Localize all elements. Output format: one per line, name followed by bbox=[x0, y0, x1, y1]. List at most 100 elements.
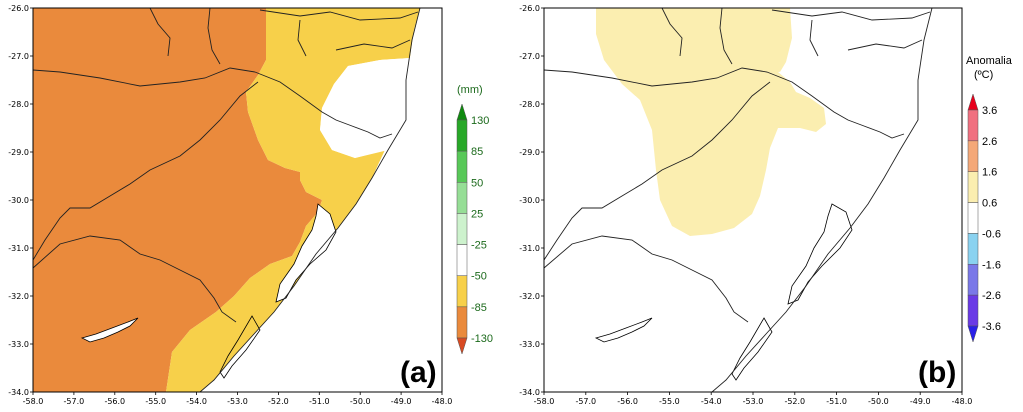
y-tick-label: -28.0 bbox=[8, 100, 29, 109]
x-tick-label: -53.0 bbox=[743, 397, 764, 406]
x-tick-label: -51.0 bbox=[826, 397, 847, 406]
colorbar-top-triangle bbox=[967, 93, 979, 111]
colorbar-bottom-triangle bbox=[967, 325, 979, 343]
y-tick-label: -29.0 bbox=[8, 148, 29, 157]
colorbar-swatch bbox=[967, 140, 979, 172]
colorbar-swatch bbox=[456, 244, 468, 276]
panel-b-label: (b) bbox=[918, 356, 956, 389]
x-tick-label: -52.0 bbox=[268, 397, 289, 406]
colorbar-swatch bbox=[967, 171, 979, 203]
colorbar-swatch bbox=[456, 150, 468, 183]
panel-b-colorbar-unit: (ºC) bbox=[974, 69, 993, 81]
panel-a-x-axis: -58.0 -57.0 -56.0 -55.0 -54.0 -53.0 -52.0 -51.0… bbox=[23, 392, 453, 406]
y-tick-label: -26.0 bbox=[8, 4, 29, 13]
y-tick-label: -27.0 bbox=[8, 52, 29, 61]
y-tick-label: -30.0 bbox=[8, 196, 29, 205]
y-tick-label: -32.0 bbox=[8, 292, 29, 301]
panel-b-lagoon bbox=[787, 203, 853, 305]
colorbar-level-label: 130 bbox=[471, 115, 489, 127]
colorbar-bottom-triangle bbox=[456, 337, 468, 355]
y-tick-label: -27.0 bbox=[519, 52, 540, 61]
panel-b-borders bbox=[544, 8, 933, 392]
panel-a-label: (a) bbox=[400, 356, 437, 389]
y-tick-label: -32.0 bbox=[519, 292, 540, 301]
colorbar-level-label: -85 bbox=[471, 302, 487, 314]
panel-a-orange-region bbox=[33, 8, 322, 392]
x-tick-label: -56.0 bbox=[617, 397, 638, 406]
y-tick-label: -26.0 bbox=[519, 4, 540, 13]
x-tick-label: -57.0 bbox=[575, 397, 596, 406]
y-tick-label: -30.0 bbox=[519, 196, 540, 205]
panel-b-y-axis: -26.0 -27.0 -28.0 -29.0 -30.0 -31.0 -32.0 -33.0… bbox=[519, 4, 544, 397]
colorbar-level-label: 0.6 bbox=[982, 198, 997, 210]
colorbar-level-label: -3.6 bbox=[982, 321, 1001, 333]
x-tick-label: -51.0 bbox=[309, 397, 330, 406]
panel-b-x-axis: -58.0 -57.0 -56.0 -55.0 -54.0 -53.0 -52.0 -51.0… bbox=[534, 392, 973, 406]
colorbar-level-label: 3.6 bbox=[982, 105, 997, 117]
colorbar-level-label: -130 bbox=[471, 333, 493, 345]
x-tick-label: -50.0 bbox=[868, 397, 889, 406]
colorbar-swatch bbox=[967, 294, 979, 327]
colorbar-swatch bbox=[967, 202, 979, 234]
panel-b-anomaly-region bbox=[596, 8, 826, 236]
colorbar-swatch bbox=[456, 119, 468, 152]
colorbar-level-label: 50 bbox=[471, 177, 483, 189]
y-tick-label: -33.0 bbox=[8, 340, 29, 349]
x-tick-label: -52.0 bbox=[784, 397, 805, 406]
colorbar-level-label: -2.6 bbox=[982, 290, 1001, 302]
x-tick-label: -48.0 bbox=[952, 397, 973, 406]
colorbar-level-label: -25 bbox=[471, 240, 487, 252]
panel-a-borders bbox=[33, 8, 421, 392]
colorbar-swatch bbox=[456, 275, 468, 308]
x-tick-label: -49.0 bbox=[910, 397, 931, 406]
colorbar-top-triangle bbox=[456, 103, 468, 121]
panel-a-lagoon-mirim bbox=[219, 315, 261, 379]
x-tick-label: -55.0 bbox=[145, 397, 166, 406]
colorbar-swatch bbox=[456, 182, 468, 214]
x-tick-label: -48.0 bbox=[432, 397, 453, 406]
y-tick-label: -34.0 bbox=[519, 388, 540, 397]
x-tick-label: -58.0 bbox=[23, 397, 44, 406]
panel-a-y-axis: -26.0 -27.0 -28.0 -29.0 -30.0 -31.0 -32.0 -33.0… bbox=[8, 4, 33, 397]
y-tick-label: -29.0 bbox=[519, 148, 540, 157]
y-tick-label: -34.0 bbox=[8, 388, 29, 397]
colorbar-swatch bbox=[967, 109, 979, 142]
panel-a-map: (a) bbox=[32, 7, 443, 393]
colorbar-level-label: 25 bbox=[471, 208, 483, 220]
colorbar-swatch bbox=[456, 306, 468, 339]
panel-b-lake bbox=[594, 317, 653, 343]
y-tick-label: -31.0 bbox=[519, 244, 540, 253]
colorbar-level-label: 85 bbox=[471, 146, 483, 158]
x-tick-label: -58.0 bbox=[534, 397, 555, 406]
x-tick-label: -57.0 bbox=[64, 397, 85, 406]
panel-b-white-patch bbox=[778, 70, 800, 84]
colorbar-level-label: 1.6 bbox=[982, 167, 997, 179]
x-tick-label: -54.0 bbox=[701, 397, 722, 406]
x-tick-label: -54.0 bbox=[186, 397, 207, 406]
y-tick-label: -33.0 bbox=[519, 340, 540, 349]
colorbar-level-label: -50 bbox=[471, 271, 487, 283]
panel-a-colorbar-title: (mm) bbox=[457, 84, 483, 96]
x-tick-label: -49.0 bbox=[391, 397, 412, 406]
colorbar-level-label: -0.6 bbox=[982, 228, 1001, 240]
panel-b-lagoon-mirim bbox=[731, 317, 773, 381]
x-tick-label: -53.0 bbox=[227, 397, 248, 406]
y-tick-label: -28.0 bbox=[519, 100, 540, 109]
panel-a-lake bbox=[80, 317, 139, 343]
colorbar-swatch bbox=[456, 213, 468, 245]
x-tick-label: -50.0 bbox=[350, 397, 371, 406]
colorbar-swatch bbox=[967, 264, 979, 296]
panel-b-map: (b) bbox=[543, 7, 963, 393]
colorbar-level-label: 2.6 bbox=[982, 136, 997, 148]
panel-a-lagoon bbox=[275, 203, 337, 303]
y-tick-label: -31.0 bbox=[8, 244, 29, 253]
x-tick-label: -55.0 bbox=[659, 397, 680, 406]
colorbar-swatch bbox=[967, 233, 979, 265]
panel-b-colorbar-title: Anomalia bbox=[966, 55, 1013, 67]
panel-a-colorbar: (mm) 130 85 50 25 -25 -50 -85 -130 bbox=[456, 84, 493, 355]
panel-b-colorbar: Anomalia (ºC) 3.6 2.6 1.6 0.6 -0.6 -1.6 -2.6 -3… bbox=[966, 55, 1013, 343]
panel-a-white-region bbox=[320, 58, 410, 158]
colorbar-level-label: -1.6 bbox=[982, 259, 1001, 271]
x-tick-label: -56.0 bbox=[104, 397, 125, 406]
